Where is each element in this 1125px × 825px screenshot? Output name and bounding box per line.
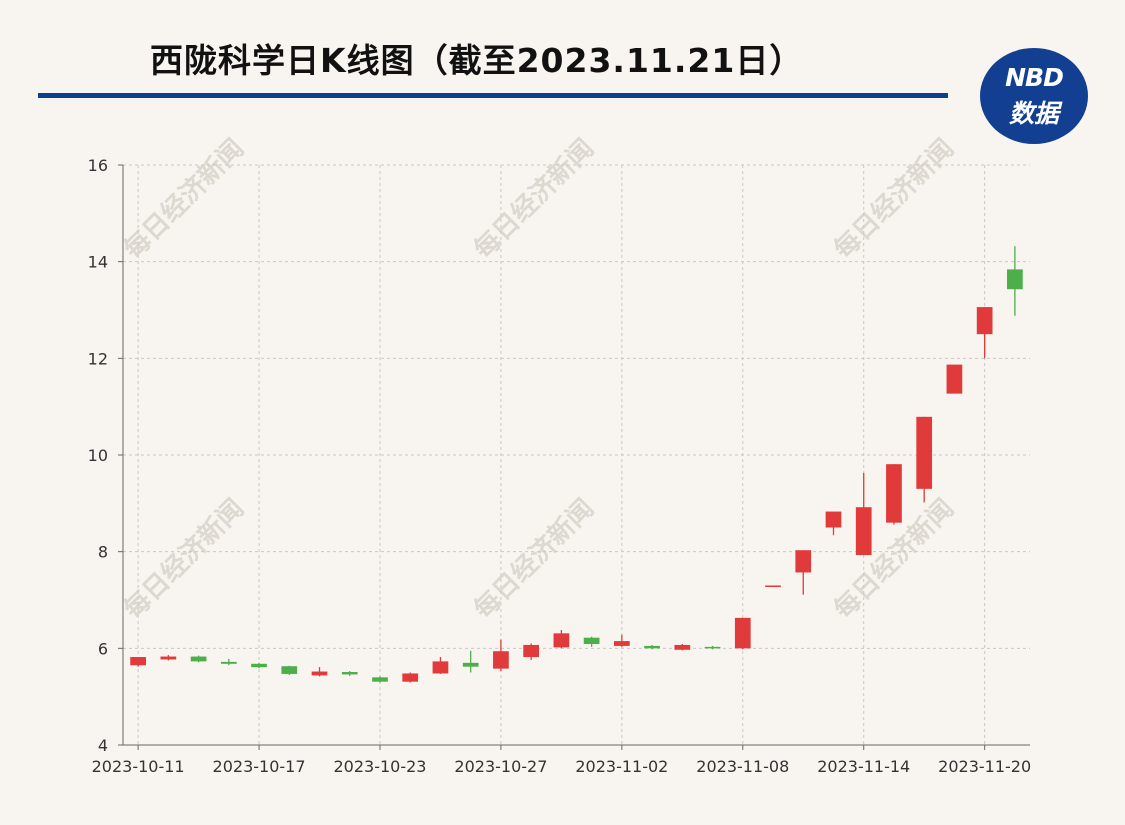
candle — [372, 676, 388, 683]
candle-body — [976, 307, 993, 335]
candle — [462, 650, 479, 673]
candle — [613, 634, 630, 647]
candle — [946, 364, 963, 394]
title-underline — [38, 93, 948, 98]
y-tick-label: 16 — [88, 156, 108, 175]
candle-body — [281, 666, 298, 674]
candle — [795, 550, 812, 595]
candle — [160, 655, 177, 661]
candle-body — [734, 617, 751, 649]
x-tick-label: 2023-11-02 — [575, 757, 668, 776]
candle — [704, 645, 721, 650]
y-tick-label: 4 — [98, 736, 108, 755]
candle — [583, 636, 600, 647]
candle — [765, 585, 781, 587]
candle-body — [432, 661, 449, 674]
candle — [1007, 246, 1023, 316]
candle-body — [886, 464, 902, 523]
candle — [341, 671, 358, 676]
candle-body — [190, 656, 207, 662]
candle — [976, 307, 993, 359]
axes: 4 6 8 10 12 14 16 2023-10-11 2023-10-17 2023-10-2… — [88, 156, 1032, 776]
candle — [130, 657, 146, 667]
candle-body — [553, 633, 570, 648]
logo-text-top: NBD — [1005, 63, 1064, 92]
x-tick-label: 2023-11-08 — [696, 757, 789, 776]
candle-body — [462, 662, 479, 667]
y-tick-label: 14 — [88, 253, 108, 272]
candle — [855, 472, 872, 556]
candle — [311, 667, 328, 677]
x-tick-label: 2023-10-17 — [213, 757, 306, 776]
candle-body — [251, 663, 267, 668]
y-tick-label: 12 — [88, 349, 108, 368]
x-tick-label: 2023-10-11 — [92, 757, 185, 776]
page-title: 西陇科学日K线图（截至2023.11.21日） — [150, 41, 804, 80]
candle-body — [613, 641, 630, 646]
watermark-text: 每日经济新闻 — [828, 133, 960, 265]
candle-body — [220, 661, 237, 664]
candle — [251, 662, 267, 669]
candle-body — [704, 646, 721, 649]
candle-body — [825, 511, 842, 528]
candle-body — [765, 585, 781, 587]
candle — [734, 617, 751, 650]
candle-body — [523, 644, 540, 658]
candle — [644, 644, 660, 650]
candle — [523, 643, 540, 660]
candle-body — [583, 637, 600, 644]
candle-body — [372, 677, 388, 682]
candle — [190, 655, 207, 663]
candle-body — [130, 657, 146, 666]
y-tick-label: 8 — [98, 543, 108, 562]
x-tick-label: 2023-10-27 — [454, 757, 547, 776]
candle — [553, 629, 570, 649]
candle-body — [493, 651, 509, 669]
candle-body — [644, 645, 660, 649]
candle — [220, 658, 237, 666]
logo-text-bottom: 数据 — [1008, 99, 1059, 128]
candle-body — [402, 673, 419, 682]
candle — [674, 643, 691, 651]
candle-body — [341, 672, 358, 675]
candle — [916, 416, 933, 503]
candle — [886, 464, 902, 525]
x-tick-label: 2023-10-23 — [333, 757, 426, 776]
candle-body — [795, 550, 812, 573]
candle-body — [916, 416, 933, 489]
candle-body — [311, 671, 328, 676]
x-tick-label: 2023-11-14 — [817, 757, 910, 776]
grid-lines — [123, 164, 1030, 745]
candle-body — [160, 656, 177, 660]
candle — [493, 639, 509, 672]
x-tick-label: 2023-11-20 — [938, 757, 1031, 776]
candle — [281, 665, 298, 675]
candle — [432, 657, 449, 674]
watermark-text: 每日经济新闻 — [468, 493, 600, 625]
candle-body — [946, 364, 963, 394]
candle — [402, 672, 419, 683]
candles — [130, 246, 1023, 683]
watermark-text: 每日经济新闻 — [468, 133, 600, 265]
y-tick-label: 6 — [98, 639, 108, 658]
candle-body — [674, 644, 691, 650]
nbd-logo: NBD 数据 — [980, 48, 1088, 144]
y-tick-label: 10 — [88, 446, 108, 465]
candle — [825, 511, 842, 536]
candle-body — [1007, 269, 1023, 290]
candle-body — [855, 507, 872, 556]
